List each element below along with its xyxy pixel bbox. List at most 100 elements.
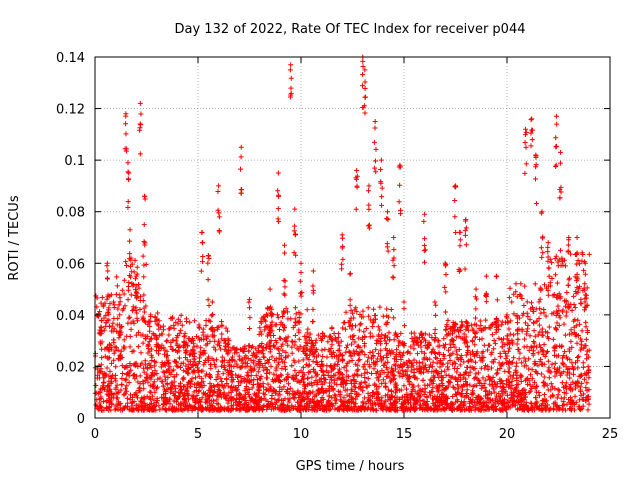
data-point — [178, 361, 184, 367]
data-points — [92, 54, 592, 413]
data-point — [134, 264, 140, 270]
data-point — [103, 371, 109, 377]
data-point — [131, 306, 137, 312]
data-point — [125, 297, 131, 303]
data-point — [121, 291, 127, 297]
data-point — [140, 404, 146, 410]
data-point — [156, 403, 162, 409]
data-point — [138, 350, 144, 356]
grid-lines — [95, 57, 610, 418]
data-point — [116, 302, 122, 308]
data-point — [142, 309, 148, 315]
data-point — [147, 328, 153, 334]
y-tick-label: 0.04 — [56, 309, 85, 324]
data-point — [107, 386, 113, 392]
data-point — [123, 403, 129, 409]
data-point — [173, 385, 179, 391]
data-point — [113, 406, 119, 412]
data-point — [104, 365, 110, 371]
data-point — [99, 407, 105, 413]
data-point — [135, 407, 141, 413]
data-point — [96, 407, 102, 413]
data-point — [107, 301, 113, 307]
data-point — [134, 310, 140, 316]
data-point — [156, 351, 162, 357]
data-point — [141, 369, 147, 375]
data-point — [111, 357, 117, 363]
data-point — [99, 294, 105, 300]
data-point — [108, 344, 114, 350]
data-point — [101, 327, 107, 333]
data-point — [113, 345, 119, 351]
data-point — [126, 279, 132, 285]
data-point — [162, 377, 168, 383]
data-point — [158, 364, 164, 370]
data-point — [113, 364, 119, 370]
data-point — [122, 303, 128, 309]
data-point — [155, 376, 161, 382]
data-point — [131, 372, 137, 378]
data-point — [132, 257, 138, 263]
data-point — [113, 378, 119, 384]
x-tick-label: 20 — [499, 427, 516, 442]
data-point — [108, 380, 114, 386]
data-point — [108, 398, 114, 404]
data-point — [97, 388, 103, 394]
data-point — [117, 299, 123, 305]
data-point — [120, 306, 126, 312]
data-point — [127, 360, 133, 366]
x-tick-label: 5 — [194, 427, 202, 442]
data-point — [102, 372, 108, 378]
data-point — [126, 379, 132, 385]
data-point — [150, 331, 156, 337]
chart-title: Day 132 of 2022, Rate Of TEC Index for r… — [175, 22, 526, 37]
data-point — [141, 292, 147, 298]
y-tick-label: 0.06 — [56, 257, 85, 272]
data-point — [128, 326, 134, 332]
data-point — [151, 363, 157, 369]
data-point — [113, 291, 119, 297]
data-point — [106, 373, 112, 379]
data-point — [104, 391, 110, 397]
data-point — [181, 340, 187, 346]
data-point — [107, 368, 113, 374]
data-point — [137, 307, 143, 313]
data-point — [100, 303, 106, 309]
data-point — [98, 300, 104, 306]
x-tick-label: 10 — [293, 427, 310, 442]
data-point — [97, 400, 103, 406]
data-point — [102, 353, 108, 359]
data-point — [145, 333, 151, 339]
data-point — [124, 383, 130, 389]
data-point — [99, 318, 105, 324]
data-point — [127, 396, 133, 402]
data-point — [181, 334, 187, 340]
data-point — [114, 382, 120, 388]
data-point — [97, 309, 103, 315]
data-point — [123, 376, 129, 382]
data-point — [121, 277, 127, 283]
data-point — [98, 395, 104, 401]
data-point — [115, 347, 121, 353]
data-point — [97, 368, 103, 374]
data-point — [131, 362, 137, 368]
data-point — [129, 281, 135, 286]
data-point — [147, 389, 153, 395]
data-point — [115, 306, 121, 312]
data-point — [118, 401, 124, 407]
data-point — [122, 386, 128, 392]
data-point — [115, 390, 121, 396]
data-point — [108, 407, 114, 413]
data-point — [127, 333, 133, 339]
data-point — [128, 392, 134, 398]
data-point — [106, 387, 112, 393]
data-point — [168, 344, 174, 350]
data-point — [139, 360, 145, 366]
data-point — [142, 358, 148, 364]
data-point — [127, 314, 133, 320]
data-point — [141, 274, 147, 280]
data-point — [119, 370, 125, 376]
data-point — [108, 391, 114, 397]
data-point — [149, 393, 155, 399]
